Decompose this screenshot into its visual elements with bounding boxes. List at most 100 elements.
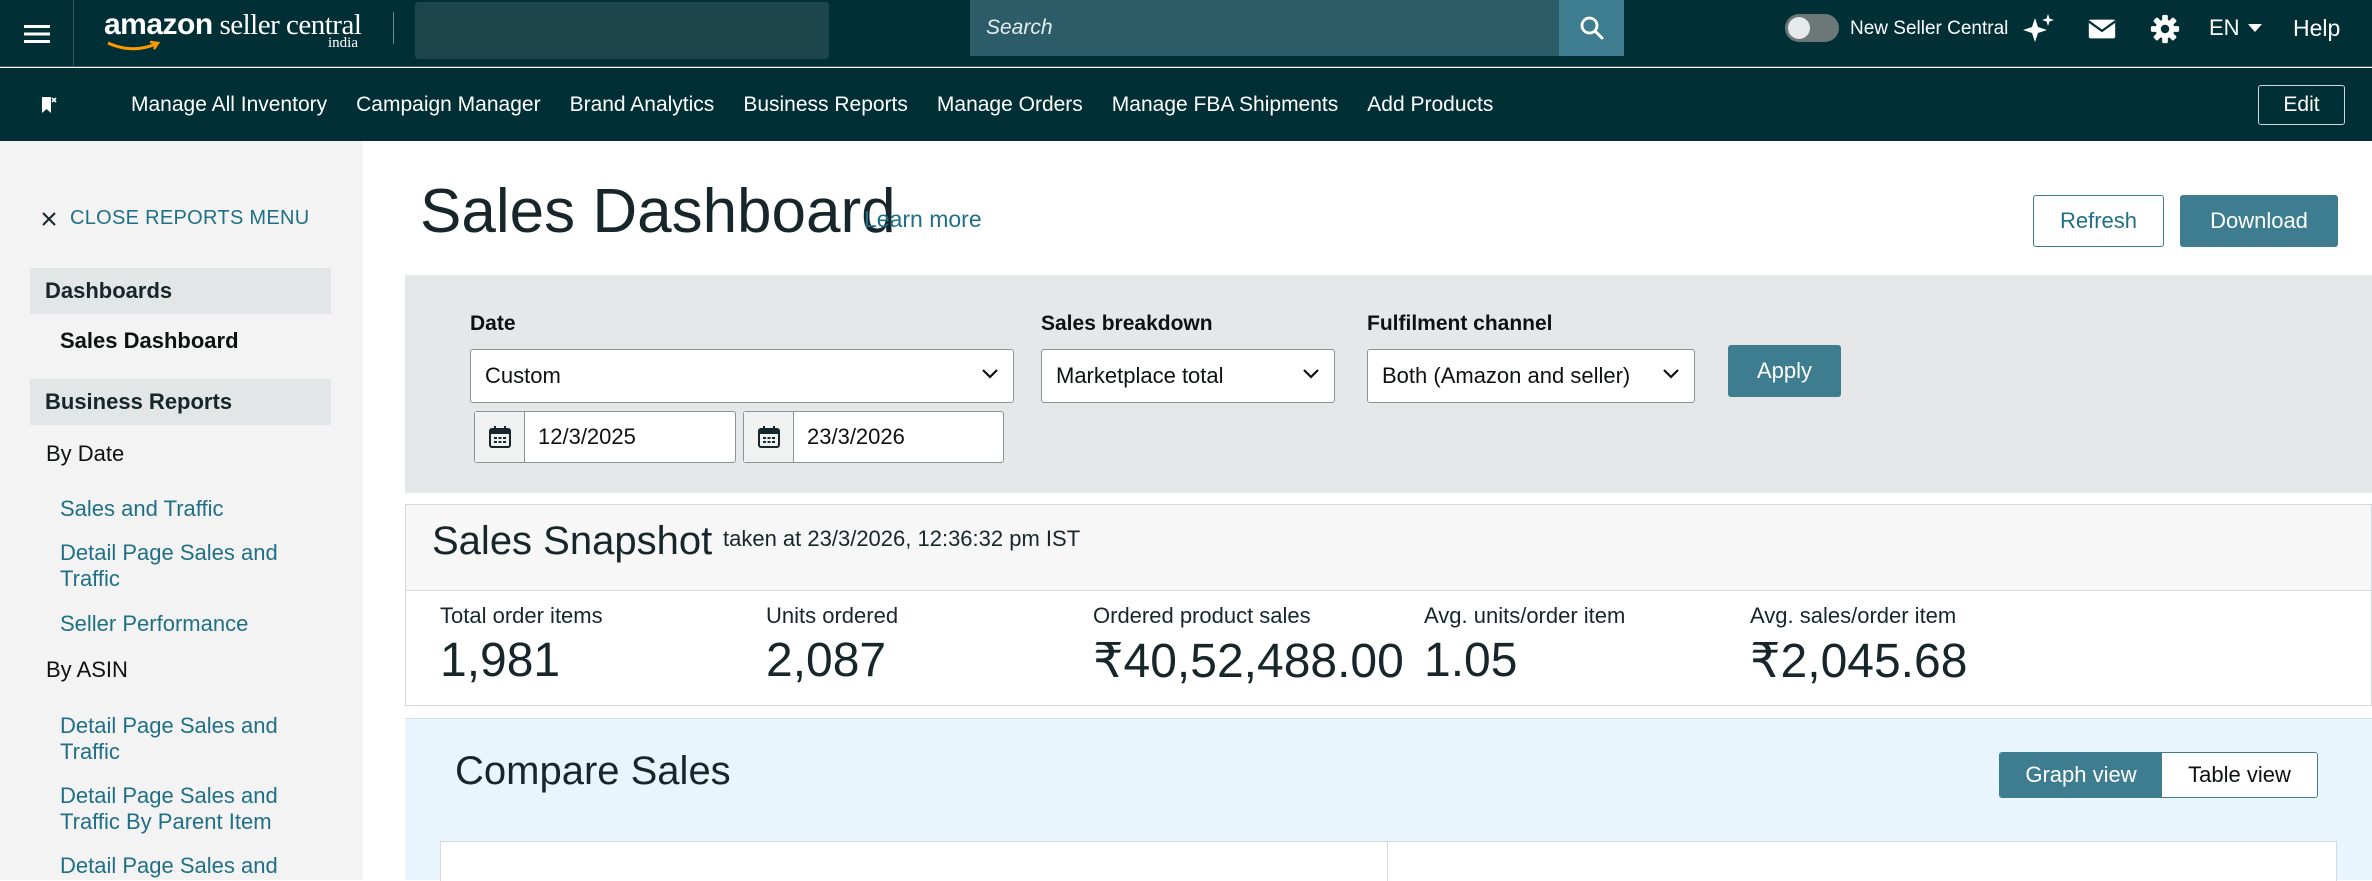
- menu-button[interactable]: [0, 0, 74, 67]
- graph-view-button[interactable]: Graph view: [2000, 753, 2162, 797]
- snapshot-header: Sales Snapshot taken at 23/3/2026, 12:36…: [406, 505, 2371, 591]
- caret-down-icon: [2247, 24, 2262, 32]
- search-bar: [970, 0, 1624, 56]
- by-asin-group-label: By ASIN: [46, 657, 128, 682]
- nav-item-manage-all-inventory[interactable]: Manage All Inventory: [131, 92, 328, 116]
- close-reports-menu-button[interactable]: CLOSE REPORTS MENU: [40, 207, 310, 230]
- units-chart-panel: [440, 841, 1392, 881]
- metric-label: Total order items: [440, 603, 603, 628]
- nav-items: Manage All Inventory Campaign Manager Bran…: [131, 68, 1522, 141]
- apply-button[interactable]: Apply: [1728, 345, 1841, 397]
- menu-icon: [23, 24, 50, 43]
- metric-label: Avg. units/order item: [1424, 603, 1626, 628]
- language-label: EN: [2209, 15, 2240, 40]
- sidebar-link-asin-detail-page-sales-and-traffic[interactable]: Detail Page Sales and Traffic: [60, 713, 278, 764]
- snapshot-timestamp: taken at 23/3/2026, 12:36:32 pm IST: [723, 526, 1081, 551]
- compare-sales-panel: Compare Sales Graph view Table view: [405, 718, 2372, 881]
- by-date-group-label: By Date: [46, 441, 125, 466]
- edit-nav-button[interactable]: Edit: [2258, 85, 2345, 125]
- metric-value: 1.05: [1424, 634, 1518, 687]
- nav-item-brand-analytics[interactable]: Brand Analytics: [569, 92, 715, 116]
- metric-label: Units ordered: [766, 603, 899, 628]
- date-label: Date: [470, 312, 516, 335]
- new-seller-central-toggle[interactable]: [1785, 14, 1839, 42]
- top-bar: amazon seller central india New Seller C…: [0, 0, 2372, 67]
- download-button[interactable]: Download: [2180, 195, 2338, 247]
- calendar-icon: [757, 426, 780, 448]
- learn-more-link[interactable]: Learn more: [864, 206, 982, 232]
- start-date-field: [474, 411, 736, 463]
- sidebar-link-seller-performance[interactable]: Seller Performance: [60, 611, 249, 636]
- fulfilment-channel-select[interactable]: Both (Amazon and seller): [1367, 349, 1695, 403]
- refresh-button[interactable]: Refresh: [2033, 195, 2164, 247]
- metric-avg-units-per-order-item: Avg. units/order item 1.05: [1424, 603, 1625, 688]
- marketplace-switcher[interactable]: [415, 2, 829, 59]
- nav-bar: Manage All Inventory Campaign Manager Bran…: [0, 68, 2372, 141]
- table-view-button[interactable]: Table view: [2162, 753, 2317, 797]
- nav-item-business-reports[interactable]: Business Reports: [743, 92, 908, 116]
- end-date-input[interactable]: [794, 412, 974, 462]
- sales-snapshot-panel: Sales Snapshot taken at 23/3/2026, 12:36…: [405, 504, 2372, 706]
- metric-value: ₹2,045.68: [1750, 635, 1968, 688]
- sidebar-link-detail-page-sales-and-traffic[interactable]: Detail Page Sales and Traffic: [60, 540, 278, 591]
- metric-ordered-product-sales: Ordered product sales ₹40,52,488.00: [1093, 603, 1404, 689]
- compare-sales-title: Compare Sales: [455, 749, 731, 793]
- nav-item-add-products[interactable]: Add Products: [1367, 92, 1494, 116]
- sparkle-button[interactable]: [2022, 12, 2056, 46]
- fulfilment-channel-value: Both (Amazon and seller): [1382, 363, 1631, 388]
- sales-breakdown-label: Sales breakdown: [1041, 312, 1213, 335]
- metric-total-order-items: Total order items 1,981: [440, 603, 603, 688]
- toggle-label: New Seller Central: [1850, 18, 2009, 39]
- mail-icon: [2088, 19, 2116, 39]
- chevron-down-icon: [982, 369, 998, 379]
- sidebar-link-detail-page-sales-more[interactable]: Detail Page Sales and: [60, 853, 278, 878]
- calendar-icon: [488, 426, 511, 448]
- sales-breakdown-value: Marketplace total: [1056, 363, 1224, 388]
- metric-value: 2,087: [766, 634, 887, 687]
- search-icon: [1580, 16, 1603, 40]
- metric-label: Avg. sales/order item: [1750, 603, 1957, 628]
- sparkle-icon: [2023, 14, 2054, 42]
- calendar-button[interactable]: [475, 412, 525, 462]
- business-reports-heading: Business Reports: [30, 379, 331, 425]
- help-link[interactable]: Help: [2293, 15, 2341, 41]
- nav-item-campaign-manager[interactable]: Campaign Manager: [356, 92, 541, 116]
- toggle-knob: [1788, 17, 1810, 39]
- logo-region: india: [328, 35, 358, 51]
- metric-value: 1,981: [440, 634, 561, 687]
- date-range-value: Custom: [485, 363, 561, 388]
- chevron-down-icon: [1303, 369, 1319, 379]
- metric-label: Ordered product sales: [1093, 603, 1311, 628]
- search-button[interactable]: [1559, 0, 1624, 56]
- amazon-smile-icon: [107, 40, 161, 51]
- metric-avg-sales-per-order-item: Avg. sales/order item ₹2,045.68: [1750, 603, 1967, 689]
- seller-central-logo[interactable]: amazon seller central india: [104, 8, 364, 54]
- reports-sidebar: CLOSE REPORTS MENU Dashboards Sales Dash…: [0, 141, 363, 880]
- metric-value: ₹40,52,488.00: [1093, 635, 1404, 688]
- gear-icon: [2150, 14, 2180, 44]
- search-input[interactable]: [970, 0, 1559, 56]
- view-toggle: Graph view Table view: [1999, 752, 2318, 798]
- calendar-button[interactable]: [744, 412, 794, 462]
- sidebar-link-sales-and-traffic[interactable]: Sales and Traffic: [60, 496, 224, 521]
- close-menu-label: CLOSE REPORTS MENU: [70, 207, 310, 229]
- messages-button[interactable]: [2085, 12, 2119, 46]
- sidebar-item-sales-dashboard[interactable]: Sales Dashboard: [60, 328, 239, 353]
- nav-item-manage-orders[interactable]: Manage Orders: [936, 92, 1083, 116]
- end-date-field: [743, 411, 1004, 463]
- metric-units-ordered: Units ordered 2,087: [766, 603, 898, 688]
- settings-button[interactable]: [2148, 12, 2182, 46]
- page-title: Sales Dashboard: [420, 177, 896, 246]
- chevron-down-icon: [1663, 369, 1679, 379]
- language-selector[interactable]: EN: [2209, 15, 2262, 41]
- sidebar-link-detail-page-sales-by-parent[interactable]: Detail Page Sales and Traffic By Parent …: [60, 783, 278, 834]
- fulfilment-channel-label: Fulfilment channel: [1367, 312, 1553, 335]
- filters-panel: Date Custom Sales breakdown Marketplace …: [405, 275, 2372, 493]
- divider: [393, 12, 394, 44]
- nav-item-manage-fba-shipments[interactable]: Manage FBA Shipments: [1111, 92, 1339, 116]
- start-date-input[interactable]: [525, 412, 705, 462]
- sales-breakdown-select[interactable]: Marketplace total: [1041, 349, 1335, 403]
- sales-chart-panel: [1387, 841, 2337, 881]
- date-range-select[interactable]: Custom: [470, 349, 1014, 403]
- bookmark-icon[interactable]: [38, 94, 60, 116]
